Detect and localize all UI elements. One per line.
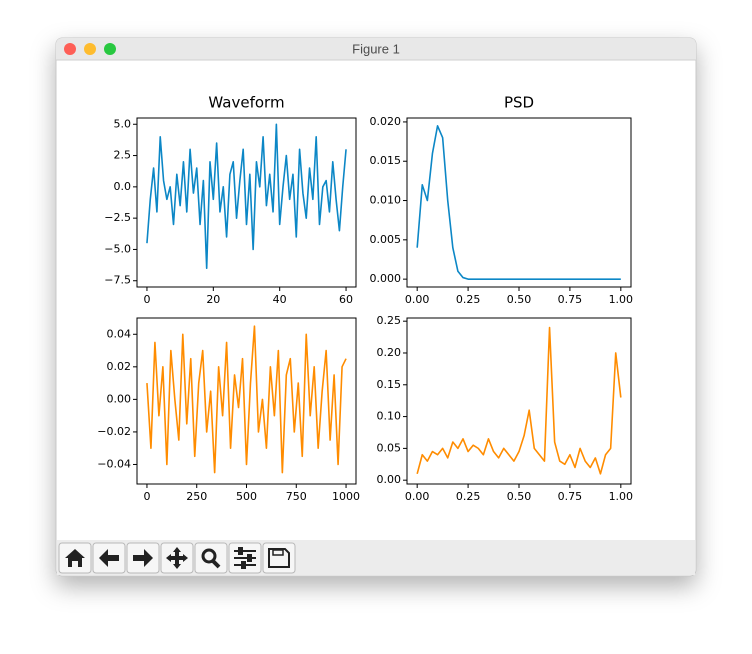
configure-icon [234, 547, 256, 569]
y-tick-label: 0.10 [377, 410, 402, 423]
axes-title: Waveform [208, 94, 284, 112]
y-tick-label: 0.020 [370, 115, 402, 128]
y-tick-label: 0.015 [370, 154, 402, 167]
home-icon [65, 549, 85, 567]
y-tick-label: −7.5 [104, 274, 131, 287]
x-tick-label: 1.00 [609, 293, 634, 306]
save-icon [268, 548, 290, 568]
axes-background [407, 318, 631, 484]
x-tick-label: 500 [236, 490, 257, 503]
axes-background [137, 118, 356, 287]
axes-frame [406, 117, 632, 288]
data-line [146, 325, 347, 474]
minimize-button[interactable] [84, 43, 96, 55]
save-icon-shutter [272, 549, 284, 556]
x-tick-label: 20 [206, 293, 220, 306]
axes-frame [406, 317, 632, 485]
y-tick-label: 0.0 [114, 180, 132, 193]
x-tick-label: 0.75 [558, 293, 583, 306]
y-tick-label: 0.25 [377, 314, 402, 327]
y-tick-label: −0.04 [97, 457, 131, 470]
y-tick-label: 0.05 [377, 441, 402, 454]
y-tick-label: 0.04 [107, 327, 132, 340]
y-tick-label: 0.005 [370, 233, 402, 246]
x-tick-label: 250 [186, 490, 207, 503]
zoom-rect-button[interactable] [194, 542, 228, 574]
y-tick-label: 0.00 [107, 392, 132, 405]
pan-icon [166, 547, 188, 569]
x-tick-label: 1.00 [609, 490, 634, 503]
data-line [416, 326, 622, 475]
zoom-icon [201, 548, 217, 564]
zoom-button[interactable] [104, 43, 116, 55]
axes-frame [136, 317, 357, 485]
title-bar [56, 38, 696, 60]
y-tick-label: 2.5 [114, 149, 132, 162]
window-title: Figure 1 [352, 41, 400, 56]
y-tick-label: 0.010 [370, 194, 402, 207]
x-tick-label: 0.50 [507, 490, 532, 503]
back-icon [99, 549, 119, 567]
y-tick-label: −0.02 [97, 425, 131, 438]
x-tick-label: 0.75 [558, 490, 583, 503]
y-tick-label: 0.15 [377, 378, 402, 391]
y-tick-label: −2.5 [104, 211, 131, 224]
forward-icon [133, 549, 153, 567]
y-tick-label: 0.00 [377, 473, 402, 486]
axes-frame [136, 117, 357, 288]
x-tick-label: 0.25 [456, 490, 481, 503]
zoom-icon-handle [211, 559, 221, 569]
y-tick-label: 5.0 [114, 117, 132, 130]
x-tick-label: 0.00 [405, 293, 430, 306]
y-tick-label: 0.20 [377, 346, 402, 359]
x-tick-label: 60 [339, 293, 353, 306]
y-tick-label: 0.02 [107, 360, 132, 373]
x-tick-label: 0 [143, 490, 150, 503]
data-line [146, 123, 347, 270]
axes-background [407, 118, 631, 287]
x-tick-label: 0.50 [507, 293, 532, 306]
x-tick-label: 40 [273, 293, 287, 306]
x-tick-label: 0.25 [456, 293, 481, 306]
y-tick-label: 0.000 [370, 272, 402, 285]
save-button[interactable] [262, 542, 296, 574]
close-button[interactable] [64, 43, 76, 55]
x-tick-label: 750 [286, 490, 307, 503]
x-tick-label: 0.00 [405, 490, 430, 503]
data-line [416, 125, 621, 280]
axes-title: PSD [504, 94, 534, 112]
y-tick-label: −5.0 [104, 242, 131, 255]
x-tick-label: 0 [143, 293, 150, 306]
x-tick-label: 1000 [332, 490, 360, 503]
